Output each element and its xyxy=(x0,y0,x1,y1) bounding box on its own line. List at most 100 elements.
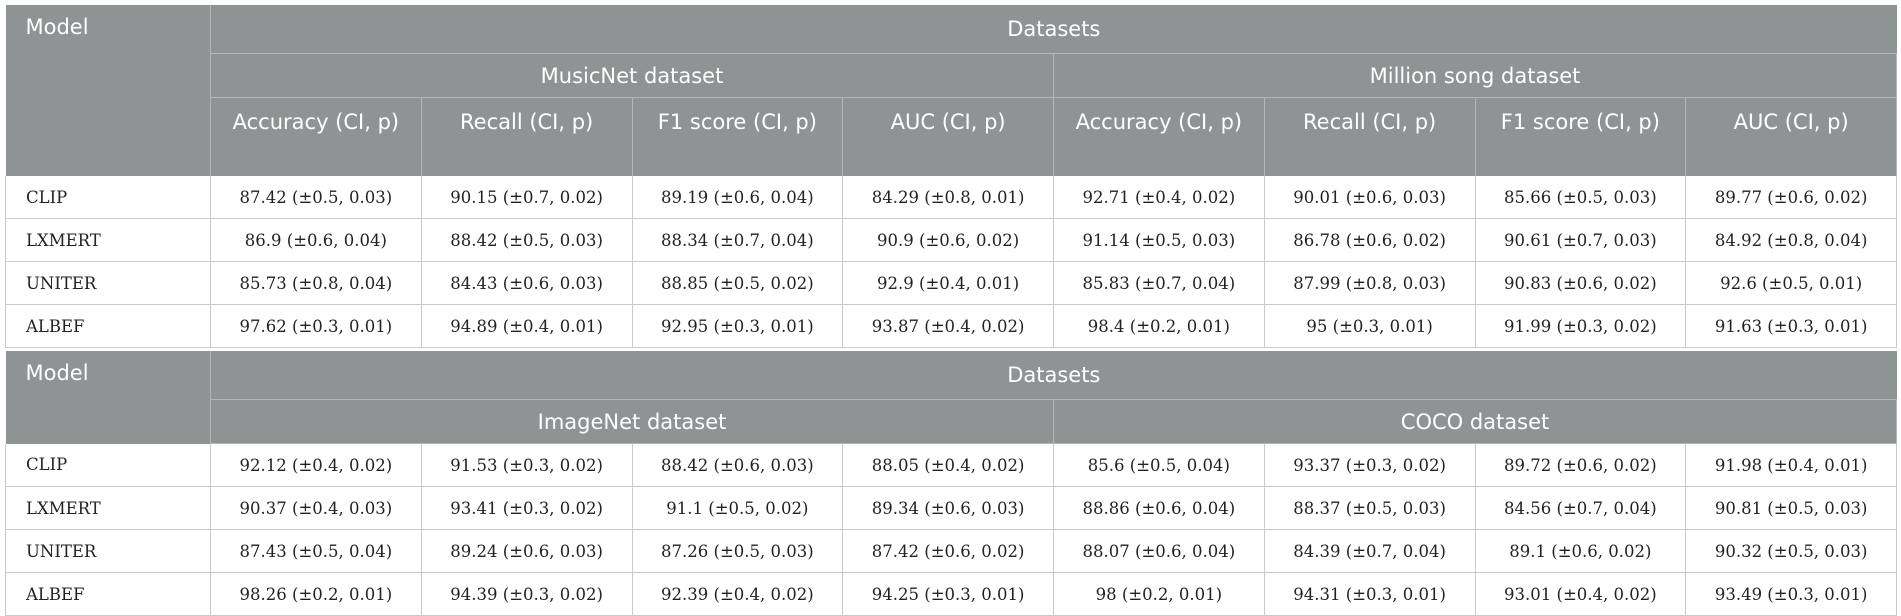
table-row: UNITER 85.73 (±0.8, 0.04) 84.43 (±0.6, 0.0… xyxy=(5,261,1898,305)
model-name-cell: LXMERT xyxy=(5,218,211,262)
table1-group-header: MusicNet dataset xyxy=(210,53,1054,98)
metric-value-cell: 93.37 (±0.3, 0.02) xyxy=(1264,443,1476,487)
metric-value-cell: 89.19 (±0.6, 0.04) xyxy=(632,176,844,219)
metric-value-cell: 92.95 (±0.3, 0.01) xyxy=(632,304,844,348)
table1-model-header: Model xyxy=(5,5,211,176)
model-name-cell: LXMERT xyxy=(5,486,211,530)
table2-header-row: Model Datasets xyxy=(5,351,1897,444)
metric-value-cell: 87.26 (±0.5, 0.03) xyxy=(632,529,844,573)
metric-value-cell: 91.99 (±0.3, 0.02) xyxy=(1475,304,1687,348)
table2-group-header: ImageNet dataset xyxy=(210,399,1054,444)
metric-value-cell: 89.72 (±0.6, 0.02) xyxy=(1475,443,1687,487)
table-row: CLIP 92.12 (±0.4, 0.02) 91.53 (±0.3, 0.02)… xyxy=(5,443,1898,487)
metric-value-cell: 93.49 (±0.3, 0.01) xyxy=(1685,572,1898,616)
model-name-cell: CLIP xyxy=(5,176,211,219)
metric-value-cell: 88.85 (±0.5, 0.02) xyxy=(632,261,844,305)
metric-value-cell: 85.73 (±0.8, 0.04) xyxy=(210,261,422,305)
metric-value-cell: 94.31 (±0.3, 0.01) xyxy=(1264,572,1476,616)
table-row: UNITER 87.43 (±0.5, 0.04) 89.24 (±0.6, 0.0… xyxy=(5,529,1898,573)
results-tables: Model Datasets MusicNet dataset Million … xyxy=(5,5,1898,616)
table2-datasets-header: Datasets xyxy=(210,351,1897,400)
metric-value-cell: 98.26 (±0.2, 0.01) xyxy=(210,572,422,616)
metric-value-cell: 85.83 (±0.7, 0.04) xyxy=(1053,261,1265,305)
model-name-cell: CLIP xyxy=(5,443,211,487)
metric-value-cell: 90.15 (±0.7, 0.02) xyxy=(421,176,633,219)
metric-value-cell: 94.89 (±0.4, 0.01) xyxy=(421,304,633,348)
table1-header-row: Model Datasets xyxy=(5,5,1897,176)
table1-metric-row: Accuracy (CI, p) Recall (CI, p) F1 score… xyxy=(6,97,1898,176)
metric-value-cell: 91.63 (±0.3, 0.01) xyxy=(1685,304,1898,348)
metric-header: Accuracy (CI, p) xyxy=(1053,97,1265,176)
metric-value-cell: 91.1 (±0.5, 0.02) xyxy=(632,486,844,530)
metric-value-cell: 88.42 (±0.5, 0.03) xyxy=(421,218,633,262)
metric-value-cell: 85.66 (±0.5, 0.03) xyxy=(1475,176,1687,219)
metric-value-cell: 87.42 (±0.6, 0.02) xyxy=(842,529,1054,573)
metric-value-cell: 90.32 (±0.5, 0.03) xyxy=(1685,529,1898,573)
metric-header: Recall (CI, p) xyxy=(1264,97,1476,176)
metric-value-cell: 94.25 (±0.3, 0.01) xyxy=(842,572,1054,616)
metric-value-cell: 88.42 (±0.6, 0.03) xyxy=(632,443,844,487)
table1-body: CLIP 87.42 (±0.5, 0.03) 90.15 (±0.7, 0.02)… xyxy=(5,176,1898,348)
metric-value-cell: 91.14 (±0.5, 0.03) xyxy=(1053,218,1265,262)
metric-value-cell: 93.87 (±0.4, 0.02) xyxy=(842,304,1054,348)
metric-value-cell: 89.24 (±0.6, 0.03) xyxy=(421,529,633,573)
metric-value-cell: 92.71 (±0.4, 0.02) xyxy=(1053,176,1265,219)
table1-group-header: Million song dataset xyxy=(1053,53,1898,98)
table1-datasets-header: Datasets xyxy=(210,5,1897,54)
model-name-cell: ALBEF xyxy=(5,304,211,348)
metric-header: AUC (CI, p) xyxy=(842,97,1054,176)
table2-body: CLIP 92.12 (±0.4, 0.02) 91.53 (±0.3, 0.02)… xyxy=(5,443,1898,616)
metric-value-cell: 94.39 (±0.3, 0.02) xyxy=(421,572,633,616)
metric-value-cell: 98.4 (±0.2, 0.01) xyxy=(1053,304,1265,348)
model-name-cell: UNITER xyxy=(5,529,211,573)
metric-value-cell: 88.34 (±0.7, 0.04) xyxy=(632,218,844,262)
metric-value-cell: 92.12 (±0.4, 0.02) xyxy=(210,443,422,487)
metric-value-cell: 86.9 (±0.6, 0.04) xyxy=(210,218,422,262)
table1-group-row: MusicNet dataset Million song dataset xyxy=(6,53,1898,98)
metric-value-cell: 84.92 (±0.8, 0.04) xyxy=(1685,218,1898,262)
metric-value-cell: 89.1 (±0.6, 0.02) xyxy=(1475,529,1687,573)
metric-header: Accuracy (CI, p) xyxy=(210,97,422,176)
metric-value-cell: 84.39 (±0.7, 0.04) xyxy=(1264,529,1476,573)
model-name-cell: UNITER xyxy=(5,261,211,305)
metric-value-cell: 92.6 (±0.5, 0.01) xyxy=(1685,261,1898,305)
metric-value-cell: 89.77 (±0.6, 0.02) xyxy=(1685,176,1898,219)
metric-value-cell: 84.56 (±0.7, 0.04) xyxy=(1475,486,1687,530)
metric-value-cell: 90.81 (±0.5, 0.03) xyxy=(1685,486,1898,530)
metric-value-cell: 87.43 (±0.5, 0.04) xyxy=(210,529,422,573)
metric-value-cell: 90.37 (±0.4, 0.03) xyxy=(210,486,422,530)
metric-value-cell: 97.62 (±0.3, 0.01) xyxy=(210,304,422,348)
metric-value-cell: 84.29 (±0.8, 0.01) xyxy=(842,176,1054,219)
metric-value-cell: 92.9 (±0.4, 0.01) xyxy=(842,261,1054,305)
metric-value-cell: 86.78 (±0.6, 0.02) xyxy=(1264,218,1476,262)
metric-value-cell: 88.86 (±0.6, 0.04) xyxy=(1053,486,1265,530)
metric-value-cell: 90.9 (±0.6, 0.02) xyxy=(842,218,1054,262)
metric-header: Recall (CI, p) xyxy=(421,97,633,176)
table-row: CLIP 87.42 (±0.5, 0.03) 90.15 (±0.7, 0.02)… xyxy=(5,176,1898,219)
table-row: ALBEF 97.62 (±0.3, 0.01) 94.89 (±0.4, 0.01… xyxy=(5,304,1898,348)
results-table: Model Datasets MusicNet dataset Million … xyxy=(5,5,1898,616)
metric-value-cell: 93.01 (±0.4, 0.02) xyxy=(1475,572,1687,616)
metric-value-cell: 90.61 (±0.7, 0.03) xyxy=(1475,218,1687,262)
metric-value-cell: 85.6 (±0.5, 0.04) xyxy=(1053,443,1265,487)
metric-value-cell: 89.34 (±0.6, 0.03) xyxy=(842,486,1054,530)
metric-value-cell: 92.39 (±0.4, 0.02) xyxy=(632,572,844,616)
metric-value-cell: 90.83 (±0.6, 0.02) xyxy=(1475,261,1687,305)
metric-value-cell: 93.41 (±0.3, 0.02) xyxy=(421,486,633,530)
table-row: LXMERT 90.37 (±0.4, 0.03) 93.41 (±0.3, 0.0… xyxy=(5,486,1898,530)
metric-value-cell: 87.99 (±0.8, 0.03) xyxy=(1264,261,1476,305)
table-row: ALBEF 98.26 (±0.2, 0.01) 94.39 (±0.3, 0.02… xyxy=(5,572,1898,616)
metric-value-cell: 90.01 (±0.6, 0.03) xyxy=(1264,176,1476,219)
metric-value-cell: 84.43 (±0.6, 0.03) xyxy=(421,261,633,305)
metric-value-cell: 95 (±0.3, 0.01) xyxy=(1264,304,1476,348)
metric-value-cell: 88.37 (±0.5, 0.03) xyxy=(1264,486,1476,530)
table-row: LXMERT 86.9 (±0.6, 0.04) 88.42 (±0.5, 0.03… xyxy=(5,218,1898,262)
table2-group-header: COCO dataset xyxy=(1053,399,1898,444)
metric-value-cell: 91.53 (±0.3, 0.02) xyxy=(421,443,633,487)
metric-value-cell: 88.05 (±0.4, 0.02) xyxy=(842,443,1054,487)
metric-value-cell: 88.07 (±0.6, 0.04) xyxy=(1053,529,1265,573)
metric-value-cell: 91.98 (±0.4, 0.01) xyxy=(1685,443,1898,487)
metric-value-cell: 87.42 (±0.5, 0.03) xyxy=(210,176,422,219)
table2-group-row: ImageNet dataset COCO dataset xyxy=(6,399,1898,444)
metric-value-cell: 98 (±0.2, 0.01) xyxy=(1053,572,1265,616)
